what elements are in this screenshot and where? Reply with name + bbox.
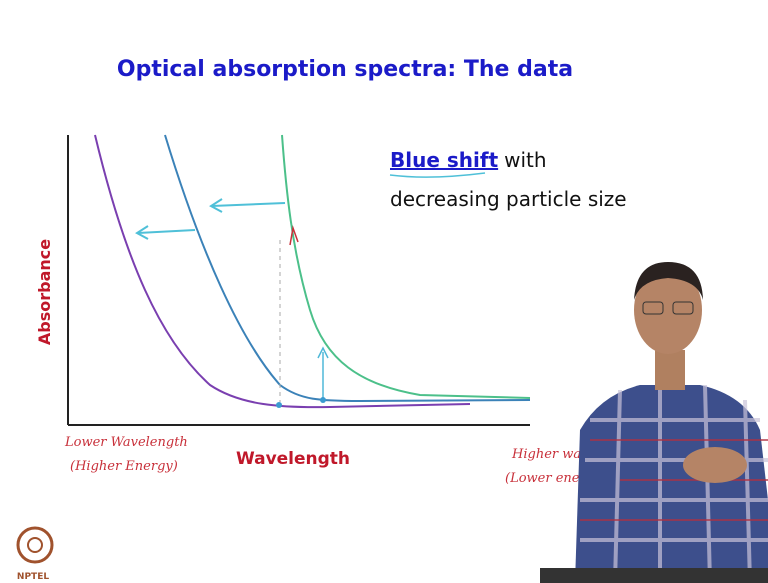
handwritten-note: (Lower ener [505, 471, 586, 486]
curve-medium [164, 134, 531, 403]
logo-text: NPTEL [17, 572, 49, 582]
y-axis-label: Absorbance [35, 239, 54, 345]
annotation-line2: decreasing particle size [390, 187, 627, 211]
logo [16, 526, 54, 564]
curve-small [94, 134, 471, 409]
point [320, 397, 326, 403]
shift-arrow-head [209, 198, 223, 213]
logo-inner [27, 537, 43, 553]
presenter [540, 262, 768, 583]
slide-title: Optical absorption spectra: The data [117, 57, 573, 82]
highlight: Blue shift [390, 148, 499, 172]
handwritten-note: Higher wavel [511, 447, 600, 462]
shift-arrow [137, 229, 196, 234]
x-axis-label: Wavelength [236, 449, 350, 469]
curve-large [281, 134, 531, 399]
handwritten-note: Lower Wavelength [64, 435, 188, 450]
annotation-line1: Blue shift with [390, 148, 547, 172]
shift-arrow-head [135, 225, 149, 240]
up-arrow-head [317, 346, 329, 359]
handwritten-note: (Higher Energy) [70, 459, 178, 474]
annotation-text: with [504, 148, 546, 172]
shift-arrow [211, 202, 286, 207]
underline-stroke [389, 172, 486, 178]
red-arrow [289, 225, 299, 246]
point [276, 402, 282, 408]
